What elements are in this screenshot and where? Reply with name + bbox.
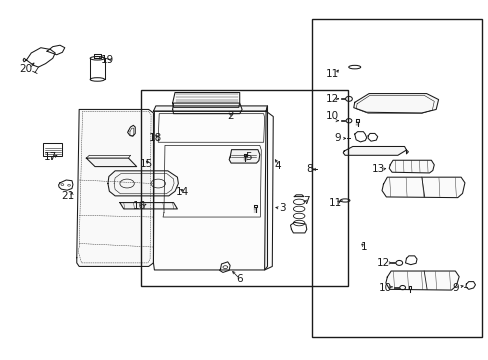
Bar <box>43 143 62 156</box>
Text: 13: 13 <box>371 165 385 174</box>
Text: 21: 21 <box>61 191 75 201</box>
Polygon shape <box>353 94 438 113</box>
Polygon shape <box>172 93 239 107</box>
Text: 18: 18 <box>149 133 162 143</box>
Text: 10: 10 <box>325 112 338 121</box>
Text: 7: 7 <box>303 196 309 206</box>
Polygon shape <box>86 158 137 167</box>
Polygon shape <box>172 103 242 114</box>
Polygon shape <box>388 160 433 173</box>
Bar <box>141 90 347 286</box>
Text: 5: 5 <box>244 152 251 162</box>
Text: 4: 4 <box>274 161 281 171</box>
Text: 3: 3 <box>279 203 285 213</box>
Bar <box>311 19 481 337</box>
Polygon shape <box>264 106 267 270</box>
Text: 16: 16 <box>132 202 145 211</box>
Text: 6: 6 <box>236 274 243 284</box>
Text: 19: 19 <box>101 55 114 65</box>
Polygon shape <box>385 271 458 290</box>
Text: 20: 20 <box>19 64 32 74</box>
Text: 11: 11 <box>328 198 342 208</box>
Polygon shape <box>108 171 178 196</box>
Polygon shape <box>77 109 153 266</box>
Text: 12: 12 <box>325 94 338 104</box>
Text: 12: 12 <box>376 258 389 268</box>
Polygon shape <box>153 106 267 111</box>
Text: 1: 1 <box>360 242 367 252</box>
Text: 10: 10 <box>379 283 392 293</box>
Text: 14: 14 <box>175 187 188 197</box>
Text: 11: 11 <box>325 69 338 79</box>
Polygon shape <box>229 150 259 163</box>
Text: 9: 9 <box>451 283 458 293</box>
Text: 8: 8 <box>305 165 312 174</box>
Text: 9: 9 <box>334 133 341 143</box>
Polygon shape <box>343 147 406 155</box>
Polygon shape <box>381 177 464 198</box>
Text: 17: 17 <box>44 152 57 162</box>
Text: 2: 2 <box>226 112 233 121</box>
Polygon shape <box>120 203 177 209</box>
Text: 15: 15 <box>140 159 153 169</box>
Polygon shape <box>153 111 273 270</box>
